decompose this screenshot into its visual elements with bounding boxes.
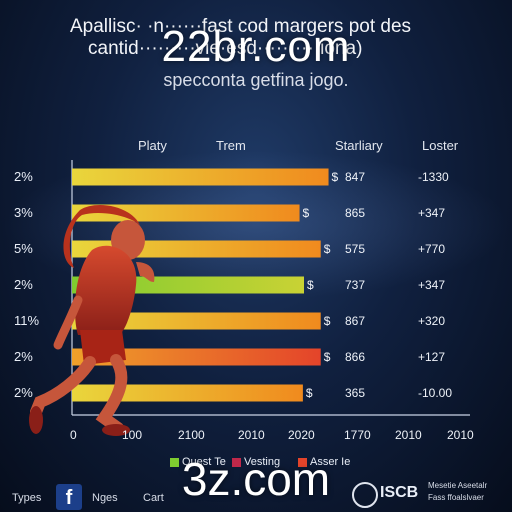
x-tick-label-7: 2010 [395, 428, 422, 442]
footer-cart: Cart [143, 492, 164, 504]
legend-swatch-red [298, 457, 307, 467]
column-header-trem: Trem [216, 138, 246, 153]
loster-value-3: +770 [418, 242, 446, 256]
bar-value-label-1: $ [332, 170, 339, 184]
starliary-value-1: 847 [345, 170, 366, 184]
chart-title: Apallisc· ·n······fast cod margers pot d… [70, 16, 450, 60]
footer-right-line-1: Mesetie Aseetalr [428, 481, 488, 490]
bar-value-label-5: $ [324, 314, 331, 328]
legend-item-quest: Quest Te [170, 456, 226, 468]
legend-item-vesting: Vesting [232, 456, 280, 468]
footer-nges: Nges [92, 492, 118, 504]
bar-value-label-7: $ [306, 386, 313, 400]
x-tick-label-6: 1770 [344, 428, 371, 442]
title-line-2: cantid·········vie·esd··········iona) [88, 38, 363, 59]
footer-types: Types [12, 492, 42, 504]
watermark-top: 22br.com [161, 22, 351, 71]
title-line-1: Apallisc· ·n······fast cod margers pot d… [70, 16, 412, 37]
starliary-value-7: 365 [345, 386, 366, 400]
starliary-value-4: 737 [345, 278, 366, 292]
legend-swatch-green [170, 457, 179, 467]
bar-6 [72, 348, 321, 366]
loster-value-7: -10.00 [418, 386, 453, 400]
iscb-label: ISCB [380, 484, 419, 501]
column-header-platy: Platy [138, 138, 167, 153]
starliary-value-3: 575 [345, 242, 366, 256]
x-tick-label-5: 2020 [288, 428, 315, 442]
row-label-6: 2% [14, 349, 33, 364]
x-tick-label-1: 0 [70, 428, 77, 442]
starliary-value-5: 867 [345, 314, 366, 328]
legend-label-asser: Asser Ie [310, 456, 351, 468]
bar-value-label-6: $ [324, 350, 331, 364]
loster-value-6: +127 [418, 350, 446, 364]
row-label-2: 3% [14, 205, 33, 220]
bar-7 [72, 384, 303, 402]
row-label-3: 5% [14, 241, 33, 256]
x-tick-label-8: 2010 [447, 428, 474, 442]
row-label-5: 11% [14, 313, 40, 328]
x-tick-label-2: 100 [122, 428, 143, 442]
legend-label-vesting: Vesting [244, 456, 281, 468]
legend-label-quest: Quest Te [182, 456, 226, 468]
legend-item-asser: Asser Ie [298, 456, 350, 468]
bar-value-label-3: $ [324, 242, 331, 256]
row-label-7: 2% [14, 385, 33, 400]
legend-swatch-crimson [232, 457, 241, 467]
bar-value-label-2: $ [303, 206, 310, 220]
facebook-icon[interactable]: f [56, 484, 82, 510]
watermark-bottom: 3z.com [181, 453, 331, 505]
iscb-logo-icon [352, 482, 378, 508]
bar-5 [72, 312, 321, 330]
runner-illustration [29, 205, 155, 436]
column-header-starliary: Starliary [335, 138, 383, 153]
bar-value-label-4: $ [307, 278, 314, 292]
row-label-4: 2% [14, 277, 33, 292]
footer-right-line-2: Fass ffoalslvaer [428, 493, 484, 502]
loster-value-2: +347 [418, 206, 446, 220]
chart-subtitle: specconta getfina jogo. [163, 70, 349, 90]
starliary-value-2: 865 [345, 206, 366, 220]
bar-1 [72, 168, 329, 186]
x-tick-label-4: 2010 [238, 428, 265, 442]
loster-value-1: -1330 [418, 170, 449, 184]
loster-value-5: +320 [418, 314, 446, 328]
loster-value-4: +347 [418, 278, 446, 292]
starliary-value-6: 866 [345, 350, 366, 364]
column-header-loster: Loster [422, 138, 459, 153]
x-tick-label-3: 2100 [178, 428, 205, 442]
row-label-1: 2% [14, 169, 33, 184]
